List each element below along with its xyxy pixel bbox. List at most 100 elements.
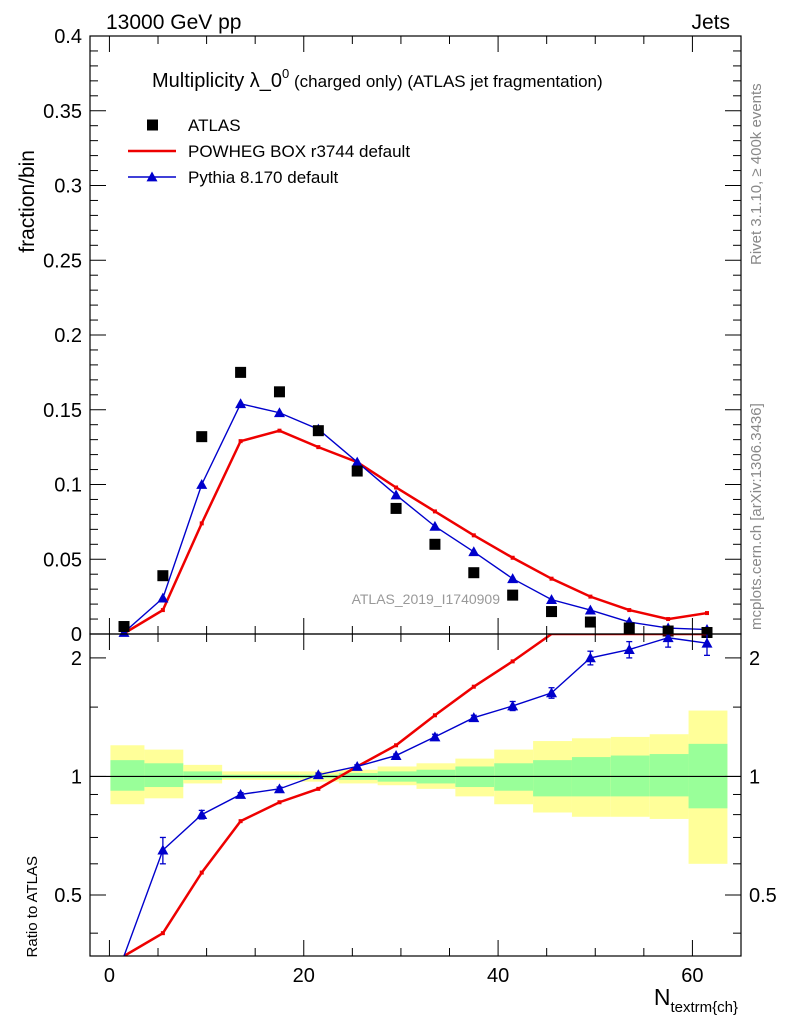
y-tick-label: 0.35 [43,101,82,123]
ratio-point-pythia [662,634,674,643]
y-tick-label: 0 [71,624,82,646]
ratio-tick-label-right: 0.5 [749,885,777,907]
point-atlas [157,570,169,582]
chart-title-superscript: 0 [282,66,289,81]
x-axis-label-main: N [654,984,671,1010]
legend-marker-atlas [147,119,158,131]
point-pythia [273,407,285,418]
point-pythia [546,594,558,605]
ratio-point-powheg [316,786,321,791]
point-pythia [390,489,402,500]
point-pythia [429,520,441,531]
point-atlas [312,425,324,437]
chart-title-main: Multiplicity λ_0 [152,70,282,92]
point-atlas [196,431,208,443]
ratio-tick-label: 2 [71,648,82,670]
chart-title-rest: (charged only) (ATLAS jet fragmentation) [289,72,602,91]
point-powheg [588,594,593,599]
y-tick-label: 0.4 [54,26,82,48]
ratio-point-pythia [351,760,363,771]
ratio-uncertainty-bands [90,710,741,864]
y-axis-label: fraction/bin [16,150,39,253]
ratio-point-pythia [235,788,247,799]
point-pythia [235,398,247,409]
x-axis-label: Ntextrm{ch} [654,984,738,1016]
ratio-band-inner [533,760,572,797]
point-powheg [549,576,554,581]
y-tick-label: 0.05 [43,549,82,571]
ratio-point-powheg [510,659,515,664]
ratio-point-powheg [277,800,282,805]
ratio-band-inner [144,763,184,788]
x-axis-ticks: 0 20 40 60 [104,36,704,987]
header-right: Jets [691,11,730,34]
point-atlas [390,502,402,514]
point-powheg [471,533,476,538]
main-panel-data [118,366,713,639]
y-tick-label: 0.1 [54,475,82,497]
ratio-point-pythia [546,687,558,698]
point-atlas [118,621,130,633]
ratio-point-pythia [584,652,596,663]
x-axis-label-sub: textrm{ch} [670,999,738,1016]
ratio-tick-label-right: 1 [749,766,760,788]
point-pythia [157,592,169,603]
side-label-bottom: mcplots.cern.ch [arXiv:1306.3436] [748,403,765,630]
point-atlas [623,622,635,634]
point-powheg [316,445,321,450]
ratio-point-powheg [432,713,437,718]
side-label-top: Rivet 3.1.10, ≥ 400k events [748,83,765,265]
y-tick-label: 0.25 [43,250,82,272]
ratio-point-pythia [701,637,713,648]
legend-marker-pythia [146,171,158,182]
point-atlas [351,465,363,477]
series-line-powheg [123,429,708,635]
ratio-point-pythia [390,750,402,760]
point-pythia [507,573,519,584]
series-line-pythia [123,402,708,634]
ratio-point-pythia [273,783,285,794]
legend-label: ATLAS [188,116,241,135]
y-tick-label: 0.3 [54,176,82,198]
ratio-point-pythia [196,809,208,820]
ratio-panel-data [123,634,713,956]
analysis-label: ATLAS_2019_I1740909 [352,591,501,607]
point-atlas [701,627,713,639]
ratio-point-pythia [468,712,480,723]
ratio-panel-frame [89,633,742,957]
point-pythia [351,456,363,467]
point-atlas [584,616,596,628]
legend-label: Pythia 8.170 default [188,168,339,187]
ratio-point-powheg [471,684,476,689]
ratio-line-powheg [123,634,707,956]
point-atlas [662,625,674,637]
point-powheg [199,521,204,526]
main-panel-ticks: 0 0.05 0.1 0.15 0.2 0.25 0.3 0.35 0.4 [43,26,741,646]
ratio-panel-ticks: 0.5 0.5 1 1 2 2 [54,648,777,934]
point-atlas [235,366,247,378]
header-left: 13000 GeV pp [106,11,241,34]
ratio-point-powheg [160,931,165,936]
point-atlas [273,386,285,398]
point-powheg [627,608,632,613]
ratio-y-axis-label: Ratio to ATLAS [24,856,41,957]
ratio-line-pythia [123,637,708,956]
point-pythia [196,479,208,489]
x-tick-label: 60 [681,965,703,987]
ratio-point-pythia [623,644,635,654]
ratio-point-powheg [394,743,399,748]
ratio-point-powheg [199,870,204,875]
ratio-point-pythia [507,700,519,711]
legend: ATLAS POWHEG BOX r3744 default Pythia 8.17… [128,116,410,187]
ratio-tick-label-right: 2 [749,648,760,670]
point-powheg [394,485,399,490]
x-tick-label: 0 [104,965,115,987]
ratio-point-pythia [312,769,324,780]
ratio-band-inner [183,771,223,780]
point-pythia [584,604,596,615]
ratio-point-pythia [157,844,169,855]
ratio-band-inner [110,760,145,791]
point-pythia [468,546,480,557]
point-atlas [468,567,480,579]
